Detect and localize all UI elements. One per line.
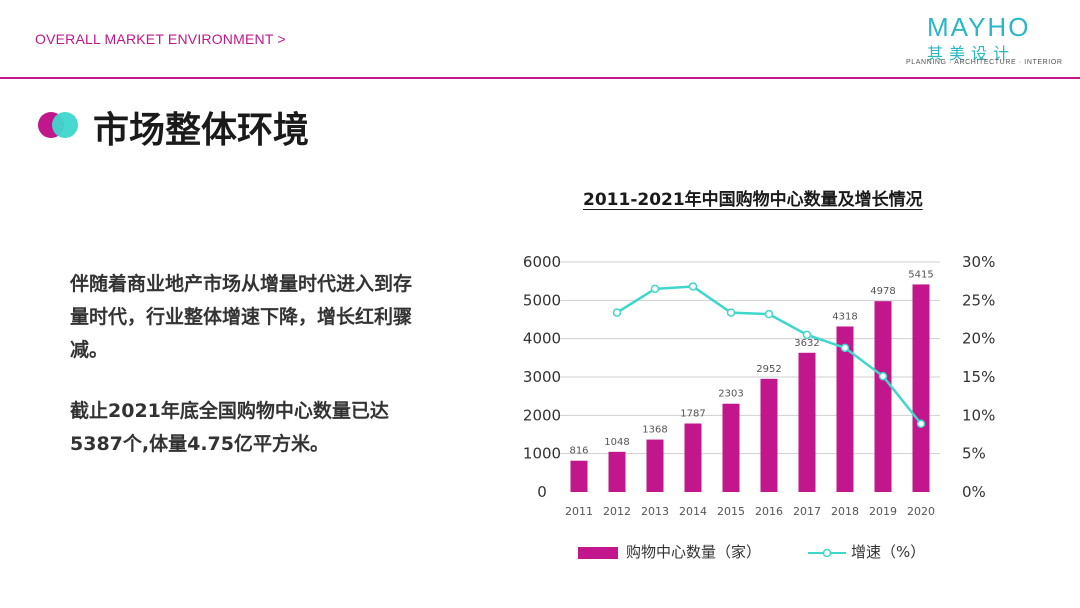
- y-right-tick-label: 15%: [962, 368, 995, 386]
- bar: [570, 460, 588, 492]
- stats-paragraph: 截止2021年底全国购物中心数量已达5387个,体量4.75亿平方米。: [70, 400, 389, 455]
- x-tick-label: 2018: [831, 505, 859, 518]
- x-tick-label: 2020: [907, 505, 935, 518]
- bar: [760, 378, 778, 492]
- y-left-tick-label: 1000: [523, 445, 561, 463]
- growth-point: [726, 308, 736, 317]
- y-right-tick-label: 10%: [962, 406, 995, 424]
- bar-value-label: 4978: [870, 286, 895, 297]
- cyan-dot: [52, 112, 78, 138]
- x-tick-label: 2017: [793, 505, 821, 518]
- bar-value-label: 2303: [718, 389, 743, 400]
- y-left-tick-label: 4000: [523, 330, 561, 348]
- y-left-tick-label: 0: [537, 483, 547, 501]
- y-left-tick-label: 5000: [523, 291, 561, 309]
- y-right-tick-label: 25%: [962, 291, 995, 309]
- legend-label-growth: 增速（%）: [851, 543, 926, 561]
- bar: [722, 403, 740, 492]
- y-left-tick-label: 2000: [523, 406, 561, 424]
- growth-point: [650, 284, 660, 294]
- page-title: 市场整体环境: [93, 110, 310, 151]
- growth-point: [916, 419, 926, 429]
- x-tick-label: 2016: [755, 505, 783, 518]
- title-dots-icon: [38, 110, 84, 140]
- growth-point: [764, 309, 774, 319]
- bar-value-label: 1787: [680, 408, 705, 419]
- bar-value-label: 4318: [832, 311, 857, 322]
- brand-logo: MAYHO 其美设计 PLANNING · ARCHITECTURE · INT…: [900, 12, 1065, 70]
- growth-point: [688, 282, 698, 291]
- bar-value-label: 816: [569, 446, 588, 457]
- growth-point: [878, 371, 888, 381]
- intro-paragraph: 伴随着商业地产市场从增量时代进入到存量时代，行业整体增速下降，增长红利骤减。: [70, 273, 413, 361]
- chart-title: 2011-2021年中国购物中心数量及增长情况: [583, 190, 923, 210]
- x-tick-label: 2015: [717, 505, 745, 518]
- bar-value-label: 1368: [642, 425, 667, 436]
- bar: [798, 352, 816, 492]
- y-right-tick-label: 0%: [962, 483, 986, 501]
- growth-point: [802, 330, 812, 340]
- y-right-tick-label: 30%: [962, 253, 995, 271]
- logo-chinese: 其美设计: [927, 44, 1016, 63]
- y-left-tick-label: 3000: [523, 368, 561, 386]
- header-divider: [0, 77, 1080, 79]
- growth-point: [612, 308, 622, 317]
- bar: [646, 439, 664, 492]
- logo-wordmark: MAYHO: [927, 12, 1031, 42]
- x-tick-label: 2014: [679, 505, 707, 518]
- logo-tagline: PLANNING · ARCHITECTURE · INTERIOR: [906, 59, 1063, 66]
- bar-value-label: 1048: [604, 437, 629, 448]
- bar-value-label: 2952: [756, 364, 781, 375]
- bar: [608, 451, 626, 492]
- bar: [874, 301, 892, 492]
- x-tick-label: 2019: [869, 505, 897, 518]
- bar-value-label: 3632: [794, 338, 819, 349]
- y-left-tick-label: 6000: [523, 253, 561, 271]
- x-tick-label: 2013: [641, 505, 669, 518]
- x-tick-label: 2011: [565, 505, 593, 518]
- legend-line-icon: [808, 548, 846, 558]
- legend-label-count: 购物中心数量（家）: [626, 543, 762, 561]
- y-right-tick-label: 20%: [962, 330, 995, 348]
- bar-line-chart: 0 1000 2000 3000 4000 5000 6000 0% 5% 10% 15% 20% 25…: [523, 253, 995, 518]
- legend-bar-swatch: [578, 547, 618, 559]
- x-tick-label: 2012: [603, 505, 631, 518]
- y-right-tick-label: 5%: [962, 445, 986, 463]
- bar: [912, 284, 930, 492]
- bar: [836, 326, 854, 492]
- bar-value-label: 5415: [908, 269, 933, 280]
- growth-point: [840, 343, 850, 353]
- section-breadcrumb[interactable]: OVERALL MARKET ENVIRONMENT >: [35, 31, 286, 47]
- bar: [684, 423, 702, 492]
